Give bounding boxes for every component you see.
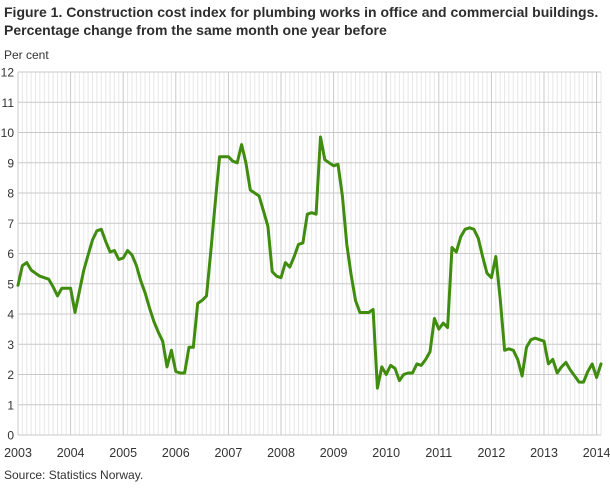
x-axis-tick-label: 2010 [372,446,400,460]
x-axis-tick-label: 2007 [214,446,242,460]
x-axis-tick-label: 2003 [4,446,32,460]
y-axis-tick-label: 3 [7,338,14,352]
x-axis-tick-label: 2009 [320,446,348,460]
source-note: Source: Statistics Norway. [4,468,144,482]
y-axis-tick-label: 8 [7,187,14,201]
y-axis-tick-label: 7 [7,217,14,231]
x-axis-tick-label: 2013 [530,446,558,460]
y-axis-tick-label: 11 [2,96,15,110]
x-axis-tick-label: 2014 [583,446,610,460]
y-axis-tick-label: 4 [7,308,14,322]
x-axis-tick-label: 2004 [57,446,85,460]
x-axis-tick-label: 2011 [425,446,452,460]
y-axis-unit-label: Per cent [4,48,49,62]
y-axis-tick-label: 0 [7,429,14,443]
y-axis-tick-label: 9 [7,156,14,170]
x-axis-tick-label: 2005 [109,446,137,460]
x-axis-tick-label: 2006 [162,446,190,460]
x-axis-tick-label: 2008 [267,446,295,460]
y-axis-tick-label: 2 [7,368,14,382]
y-axis-tick-label: 1 [7,398,14,412]
y-axis-tick-label: 12 [1,66,15,80]
y-axis-tick-label: 10 [1,126,15,140]
series-line [16,135,603,390]
x-axis-tick-label: 2012 [477,446,505,460]
y-axis-tick-label: 5 [7,277,14,291]
figure-title: Figure 1. Construction cost index for pl… [4,4,599,38]
y-axis-tick-label: 6 [7,247,14,261]
